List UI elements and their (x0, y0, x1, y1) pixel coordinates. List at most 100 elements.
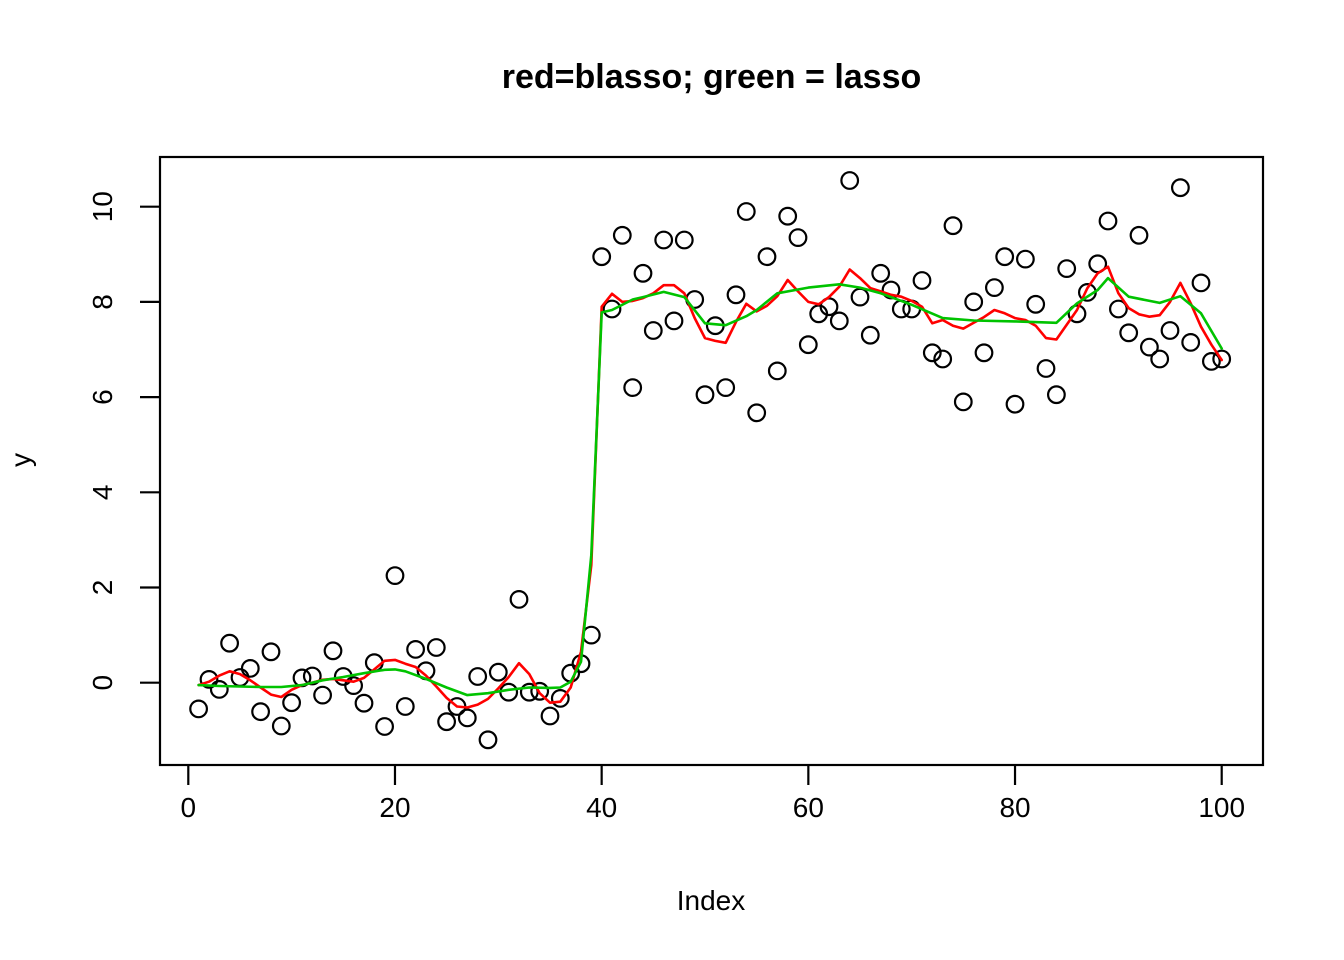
data-point (261, 642, 281, 662)
data-point (840, 171, 860, 190)
data-point (1201, 352, 1221, 371)
data-point (664, 311, 684, 331)
data-point (530, 681, 550, 701)
data-point (953, 392, 973, 412)
data-point (922, 343, 942, 363)
data-point (1160, 321, 1180, 340)
data-point (354, 693, 374, 713)
data-point (747, 403, 767, 423)
data-point (726, 285, 746, 305)
data-point (1129, 225, 1149, 245)
data-point (540, 706, 560, 726)
data-point (912, 271, 932, 290)
data-point (1098, 211, 1118, 231)
data-point (1170, 178, 1190, 198)
data-point (302, 666, 322, 686)
data-point (313, 685, 333, 705)
data-point (499, 682, 519, 702)
y-tick-label: 0 (87, 675, 118, 691)
data-point (478, 730, 498, 750)
data-point (1026, 294, 1046, 314)
data-point (251, 702, 271, 722)
data-point (550, 689, 570, 708)
data-point (1036, 359, 1056, 378)
data-point (985, 278, 1004, 298)
data-point (612, 225, 632, 245)
data-point (1191, 273, 1211, 293)
data-point (385, 566, 405, 585)
data-point (1057, 259, 1077, 279)
data-point (468, 667, 488, 686)
data-point (581, 625, 601, 645)
fit-lines (197, 265, 1223, 709)
data-point (736, 202, 756, 221)
x-tick-label: 20 (379, 792, 410, 823)
data-point (519, 682, 539, 702)
data-point (643, 321, 663, 340)
data-point (1067, 304, 1087, 324)
data-point (209, 680, 229, 699)
data-point (964, 292, 984, 312)
data-point (457, 708, 477, 728)
y-tick-label: 2 (87, 580, 118, 596)
data-point (1046, 385, 1066, 405)
data-point (199, 670, 219, 689)
x-tick-label: 0 (181, 792, 197, 823)
data-point (798, 335, 818, 355)
data-point (240, 659, 260, 678)
data-point (1108, 299, 1128, 319)
data-point (633, 263, 653, 283)
data-point (1212, 349, 1232, 369)
y-axis-title: y (5, 453, 36, 467)
data-point (271, 716, 291, 736)
data-point (933, 349, 953, 369)
data-point (1005, 394, 1025, 414)
data-point (282, 693, 302, 713)
plot-border (158, 155, 1265, 767)
x-tick-label: 100 (1198, 792, 1245, 823)
data-point (757, 247, 777, 267)
y-tick-label: 4 (87, 485, 118, 501)
data-point (344, 676, 364, 695)
data-point (674, 230, 694, 250)
data-point (189, 699, 209, 719)
chart-title: red=blasso; green = lasso (501, 58, 922, 96)
data-point (995, 247, 1015, 267)
data-point (767, 361, 787, 381)
x-tick-label: 40 (586, 792, 617, 823)
data-point (860, 325, 880, 345)
data-point (829, 311, 849, 331)
y-tick-label: 6 (87, 389, 118, 405)
data-point (1119, 323, 1139, 343)
x-axis-ticks: 0 20 40 60 80 100 (181, 765, 1245, 823)
data-point (488, 662, 508, 682)
data-point (602, 299, 622, 319)
data-point (974, 343, 994, 363)
data-point (943, 216, 963, 236)
data-point (1016, 249, 1035, 269)
data-point (437, 712, 457, 732)
y-tick-label: 10 (87, 191, 118, 222)
data-point (375, 717, 395, 736)
x-tick-label: 80 (999, 792, 1030, 823)
data-point (592, 247, 612, 267)
data-point (716, 378, 736, 398)
data-point (695, 385, 715, 405)
data-point (778, 206, 798, 226)
lasso-fit-line (197, 276, 1223, 697)
y-tick-label: 8 (87, 294, 118, 310)
data-point (323, 641, 343, 661)
data-point (406, 640, 426, 659)
data-point (395, 697, 415, 716)
data-point (850, 287, 870, 307)
data-point (788, 228, 808, 248)
data-point (220, 633, 240, 653)
y-axis-ticks: 0 2 4 6 8 10 (87, 191, 160, 690)
data-point (1139, 337, 1159, 357)
data-point (509, 590, 529, 609)
x-tick-label: 60 (793, 792, 824, 823)
data-point (426, 638, 446, 657)
data-point (871, 263, 891, 283)
